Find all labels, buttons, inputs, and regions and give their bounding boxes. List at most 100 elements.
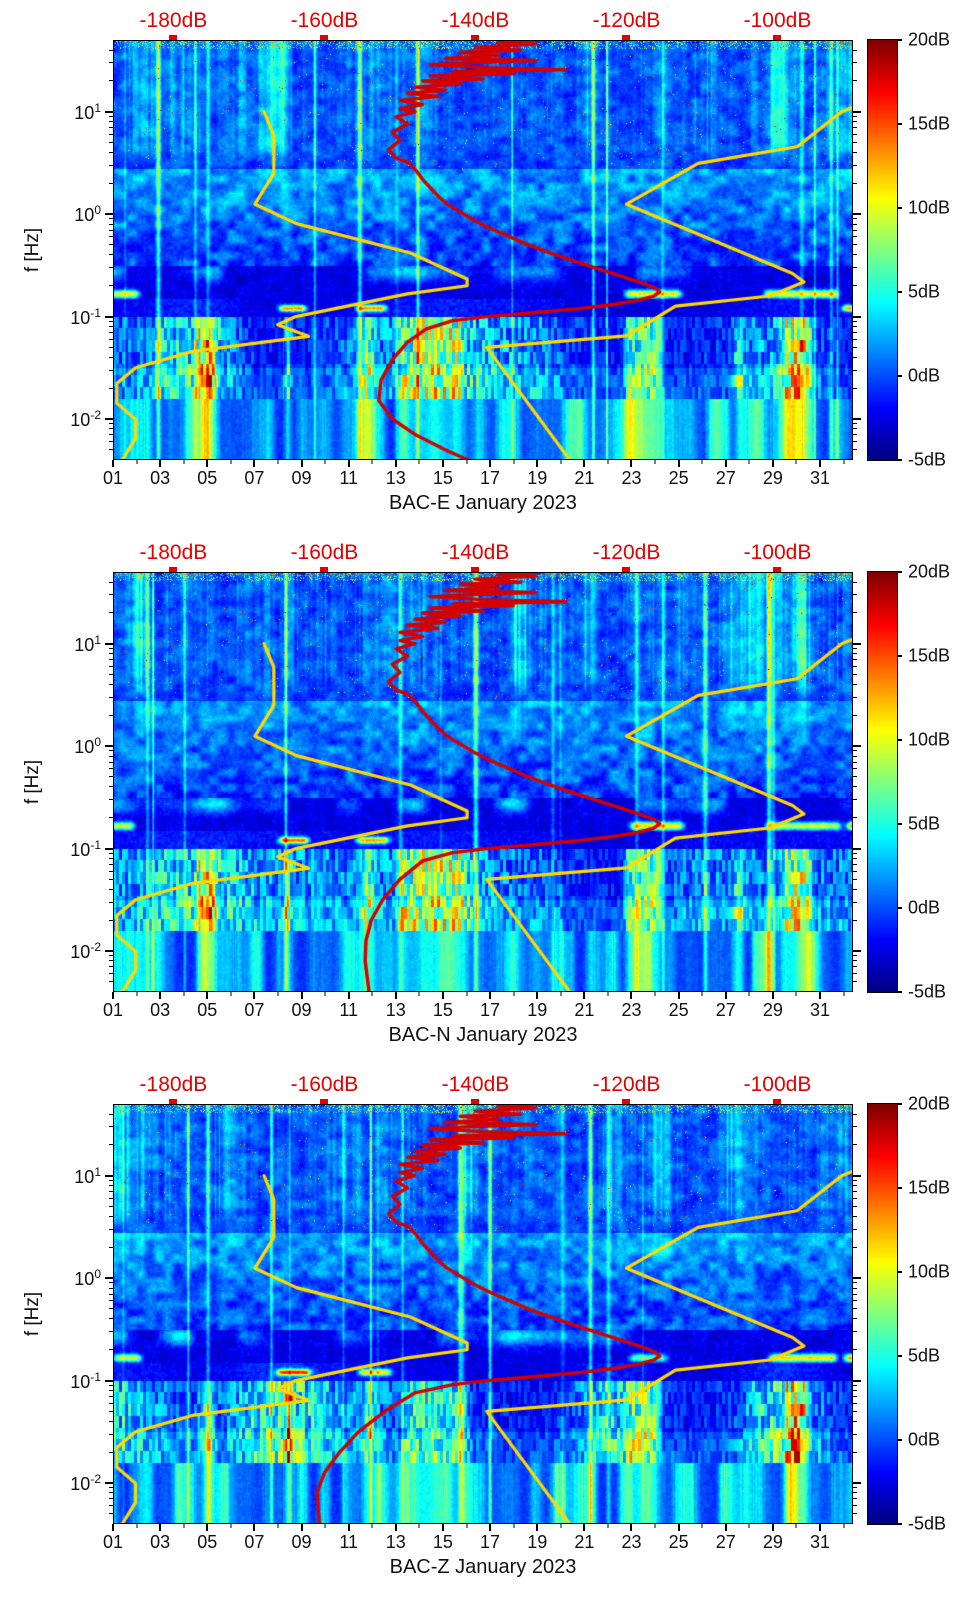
x-major-tick — [677, 460, 680, 467]
y-minor-tick-right — [853, 331, 857, 333]
y-minor-tick-right — [853, 1492, 857, 1494]
y-minor-tick-right — [853, 1215, 857, 1217]
top-axis-tick-mark — [471, 567, 480, 572]
y-minor-tick — [109, 1390, 113, 1391]
x-major-tick — [206, 1524, 209, 1531]
y-minor-tick-right — [853, 647, 857, 649]
colorbar-tick-label: 5dB — [908, 813, 941, 834]
y-major-tick — [105, 642, 113, 645]
y-minor-tick — [109, 218, 113, 220]
x-major-tick — [112, 1524, 114, 1531]
x-minor-tick — [136, 460, 138, 464]
top-axis-tick-label: -100dB — [743, 541, 812, 564]
x-major-tick — [583, 1524, 586, 1531]
x-major-tick — [536, 1524, 539, 1531]
x-major-tick — [253, 992, 256, 999]
y-tick-exponent: 1 — [94, 632, 101, 647]
y-tick-exponent: -2 — [90, 940, 101, 955]
colorbar-tick-label: -5dB — [908, 981, 947, 1002]
y-major-tick — [105, 1379, 113, 1382]
y-minor-tick-right — [853, 960, 857, 962]
x-minor-tick — [795, 1524, 797, 1528]
plot-area-z: f [Hz] 101 100 10-1 10-2 20dB 15dB 10dB 5dB 0dB -5… — [22, 1094, 950, 1534]
y-minor-tick-right — [853, 696, 857, 698]
colorbar: 20dB 15dB 10dB 5dB 0dB -5dB — [867, 1094, 950, 1534]
x-axis-e: 01 03 05 07 09 11 13 15 17 19 21 23 25 27 29 31 — [103, 460, 853, 488]
y-tick-base: 10 — [74, 737, 95, 758]
y-minor-tick — [109, 1487, 113, 1489]
x-major-tick — [347, 460, 350, 467]
y-tick-exponent: -1 — [90, 1369, 101, 1384]
top-db-axis-n: -180dB -160dB -140dB -120dB -100dB — [113, 538, 853, 572]
y-minor-tick-right — [853, 1185, 857, 1187]
colorbar-tick-label: 5dB — [908, 281, 941, 302]
x-tick-label: 25 — [668, 468, 689, 488]
y-minor-tick — [109, 1410, 113, 1412]
x-minor-tick — [277, 460, 279, 464]
x-tick-label: 05 — [197, 1000, 218, 1020]
y-minor-tick-right — [853, 981, 857, 983]
y-minor-tick-right — [853, 1228, 857, 1230]
x-major-tick — [159, 992, 162, 999]
y-minor-tick — [109, 1451, 113, 1453]
y-minor-tick — [109, 973, 113, 975]
x-minor-tick — [748, 460, 750, 464]
y-major-tick-right — [853, 418, 861, 421]
x-major-tick — [253, 460, 256, 467]
x-minor-tick — [324, 992, 326, 996]
x-major-tick — [771, 460, 774, 467]
colorbar-tick-label: 5dB — [908, 1345, 941, 1366]
y-minor-tick-right — [853, 369, 857, 371]
x-minor-tick — [183, 1524, 185, 1528]
y-minor-tick — [109, 612, 113, 614]
y-minor-tick-right — [853, 133, 857, 135]
y-tick-label: 10-2 — [70, 1473, 101, 1493]
colorbar-tick-mark — [897, 39, 902, 41]
colorbar-tick-mark — [897, 459, 902, 461]
top-db-axis-z: -180dB -160dB -140dB -120dB -100dB — [113, 1070, 853, 1104]
x-tick-label: 03 — [150, 1532, 171, 1552]
y-minor-tick-right — [853, 665, 857, 667]
y-minor-tick — [109, 346, 113, 348]
y-minor-tick — [109, 1113, 113, 1115]
y-tick-exponent: 1 — [94, 100, 101, 115]
y-minor-tick-right — [853, 346, 857, 348]
y-minor-tick — [109, 863, 113, 865]
y-minor-tick-right — [853, 223, 857, 225]
y-tick-label: 10-1 — [70, 307, 101, 327]
y-tick-label: 10-1 — [70, 1371, 101, 1391]
y-minor-tick — [109, 653, 113, 655]
y-axis-title: f [Hz] — [22, 227, 43, 273]
x-major-tick — [206, 460, 209, 467]
y-tick-exponent: 0 — [94, 735, 101, 750]
x-major-tick — [441, 992, 444, 999]
y-tick-label: 10-2 — [70, 941, 101, 961]
x-tick-label: 11 — [339, 1532, 358, 1552]
x-tick-label: 09 — [291, 1000, 312, 1020]
y-minor-tick-right — [853, 1191, 857, 1193]
x-minor-tick — [513, 992, 515, 996]
x-axis-title-e: BAC-E January 2023 — [389, 492, 577, 514]
y-minor-tick-right — [853, 449, 857, 451]
y-minor-tick-right — [853, 750, 857, 752]
top-axis-tick-label: -140dB — [441, 9, 510, 32]
y-minor-tick — [109, 665, 113, 667]
y-minor-tick — [109, 331, 113, 333]
y-minor-tick — [109, 696, 113, 698]
colorbar-tick-mark — [897, 1355, 902, 1357]
y-minor-tick — [109, 1318, 113, 1320]
x-major-tick — [724, 1524, 727, 1531]
top-axis-tick-mark — [622, 1099, 631, 1104]
y-minor-tick — [109, 229, 113, 231]
x-tick-label: 01 — [102, 1000, 124, 1020]
y-minor-tick-right — [853, 955, 857, 957]
x-minor-tick — [277, 1524, 279, 1528]
y-tick-base: 10 — [74, 1269, 95, 1290]
top-axis-tick-label: -120dB — [592, 1073, 661, 1096]
y-minor-tick-right — [853, 441, 857, 443]
y-minor-tick — [109, 62, 113, 64]
y-minor-tick-right — [853, 1433, 857, 1435]
x-major-tick — [112, 460, 114, 467]
x-tick-label: 17 — [480, 1000, 501, 1020]
x-tick-label: 23 — [621, 468, 642, 488]
